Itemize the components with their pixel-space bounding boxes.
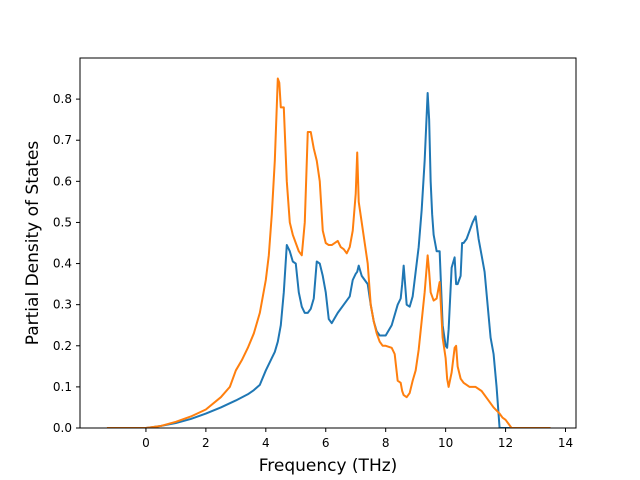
x-tick-label: 6 <box>322 436 330 450</box>
y-axis-label: Partial Density of States <box>23 141 43 346</box>
x-tick-label: 14 <box>558 436 573 450</box>
x-tick-label: 2 <box>202 436 210 450</box>
y-tick-label: 0.8 <box>53 92 72 106</box>
x-tick-label: 10 <box>438 436 453 450</box>
x-axis-ticks: 0 2 4 6 8 10 12 14 <box>142 428 573 450</box>
x-tick-label: 4 <box>262 436 270 450</box>
y-tick-label: 0.5 <box>53 215 72 229</box>
y-tick-label: 0.6 <box>53 174 72 188</box>
x-axis-label: Frequency (THz) <box>259 456 398 476</box>
y-tick-label: 0.0 <box>53 421 72 435</box>
x-tick-label: 12 <box>498 436 513 450</box>
y-tick-label: 0.7 <box>53 133 72 147</box>
y-tick-label: 0.3 <box>53 298 72 312</box>
y-axis-ticks: 0.0 0.1 0.2 0.3 0.4 0.5 0.6 0.7 0.8 <box>53 92 80 435</box>
x-tick-label: 8 <box>382 436 390 450</box>
x-tick-label: 0 <box>142 436 150 450</box>
series-layer <box>106 77 551 428</box>
series-line-1 <box>106 91 551 428</box>
series-line-2 <box>106 77 551 428</box>
plot-frame <box>79 57 577 429</box>
y-tick-label: 0.2 <box>53 339 72 353</box>
y-tick-label: 0.1 <box>53 380 72 394</box>
y-tick-label: 0.4 <box>53 257 72 271</box>
